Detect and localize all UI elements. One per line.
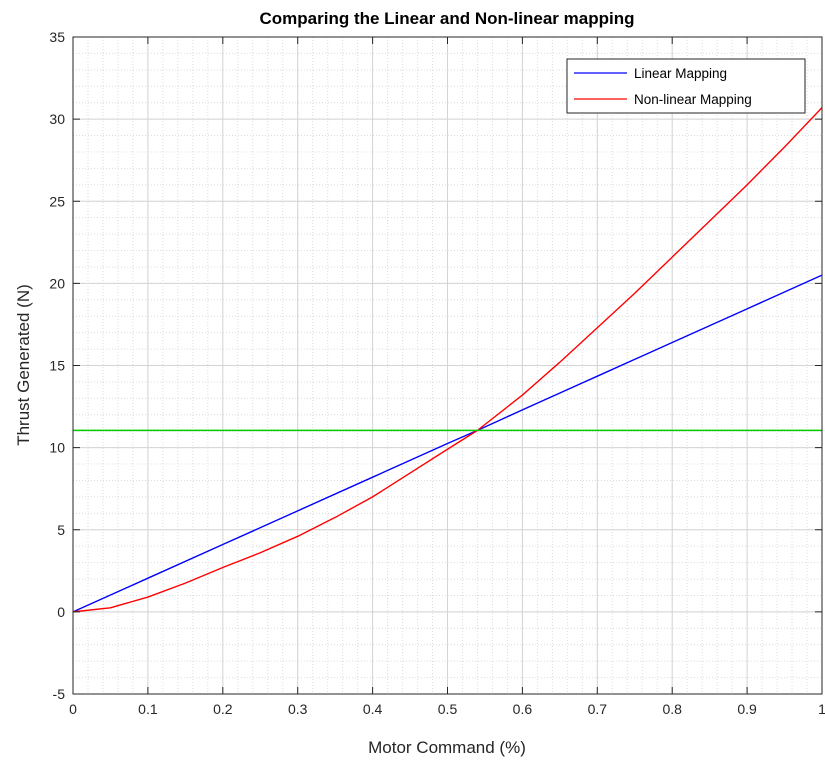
y-tick-label: -5	[53, 686, 66, 702]
y-tick-label: 15	[49, 358, 65, 374]
series-line-linear	[72, 274, 823, 613]
legend-label-nonlinear: Non-linear Mapping	[634, 92, 752, 107]
x-axis-ticks: 0 0.1 0.2 0.3 0.4 0.5 0.6 0.7 0.8 0.9 1	[69, 37, 825, 717]
chart-title: Comparing the Linear and Non-linear mapp…	[260, 9, 635, 28]
x-tick-label: 0.5	[438, 701, 458, 717]
y-tick-label: 0	[57, 604, 65, 620]
y-tick-label: 5	[57, 522, 65, 538]
y-tick-label: 35	[49, 29, 65, 45]
x-tick-label: 0.6	[513, 701, 533, 717]
y-tick-label: 10	[49, 440, 65, 456]
series-lines	[72, 107, 823, 613]
x-tick-label: 0.8	[662, 701, 682, 717]
y-axis-label: Thrust Generated (N)	[14, 284, 33, 446]
y-tick-label: 25	[49, 193, 65, 209]
x-tick-label: 0.7	[588, 701, 608, 717]
x-tick-label: 0.3	[288, 701, 308, 717]
x-tick-label: 0.4	[363, 701, 383, 717]
x-tick-label: 0.2	[213, 701, 233, 717]
x-axis-label: Motor Command (%)	[368, 738, 526, 757]
series-line-nonlinear	[72, 107, 823, 613]
y-tick-label: 20	[49, 275, 65, 291]
y-tick-label: 30	[49, 111, 65, 127]
x-tick-label: 1	[818, 701, 825, 717]
x-tick-label: 0.1	[138, 701, 158, 717]
y-axis-ticks: -5 0 5 10 15 20 25 30 35	[49, 29, 822, 702]
x-tick-label: 0	[69, 701, 77, 717]
x-tick-label: 0.9	[737, 701, 757, 717]
legend-box	[566, 58, 806, 114]
legend-label-linear: Linear Mapping	[634, 66, 727, 81]
legend: Linear Mapping Non-linear Mapping	[566, 58, 806, 114]
